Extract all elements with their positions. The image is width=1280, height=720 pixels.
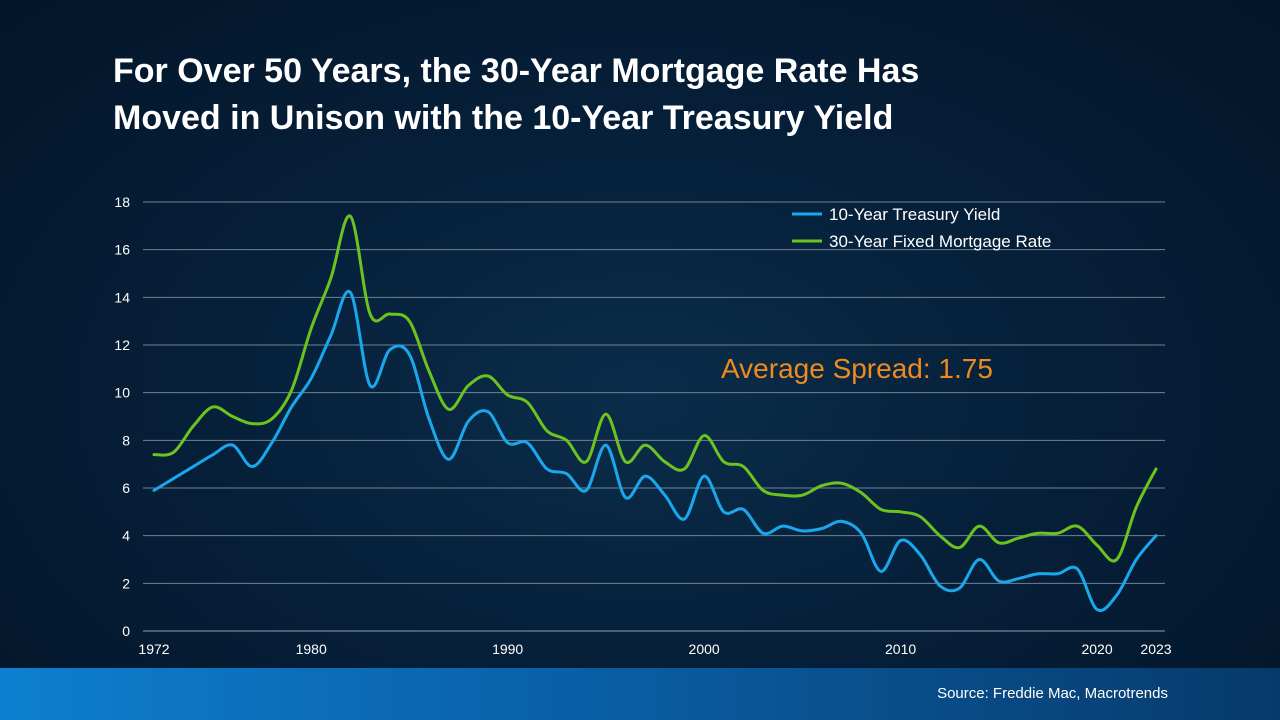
x-tick-label: 1990: [492, 641, 523, 657]
x-tick-label: 2023: [1140, 641, 1171, 657]
treasury-yield-line: [152, 289, 1158, 613]
x-tick-label: 2020: [1081, 641, 1112, 657]
source-note: Source: Freddie Mac, Macrotrends: [937, 685, 1168, 702]
y-tick-label: 18: [114, 194, 130, 210]
x-tick-label: 2010: [885, 641, 916, 657]
y-tick-label: 2: [122, 575, 130, 591]
x-axis-tick-labels: 1972 1980 1990 2000 2010 2020 2023: [138, 641, 1171, 657]
y-tick-label: 8: [122, 432, 130, 448]
y-tick-label: 16: [114, 242, 130, 258]
line-chart: 0 2 4 6 8 10 12 14 16 18 1972 1980 1990 2000 2010 2020…: [114, 194, 1171, 657]
y-tick-label: 4: [122, 528, 130, 544]
chart-title: For Over 50 Years, the 30-Year Mortgage …: [113, 48, 1113, 142]
average-spread-annotation: Average Spread: 1.75: [721, 353, 993, 384]
y-tick-label: 6: [122, 480, 130, 496]
y-tick-label: 0: [122, 623, 130, 639]
y-tick-label: 14: [114, 289, 130, 305]
x-tick-label: 2000: [689, 641, 720, 657]
footer-bar: Source: Freddie Mac, Macrotrends: [0, 668, 1280, 720]
y-axis-tick-labels: 0 2 4 6 8 10 12 14 16 18: [114, 194, 130, 639]
x-tick-label: 1980: [296, 641, 327, 657]
title-line-1: For Over 50 Years, the 30-Year Mortgage …: [113, 52, 920, 90]
legend-label-mortgage: 30-Year Fixed Mortgage Rate: [829, 232, 1051, 251]
mortgage-rate-line: [152, 214, 1158, 563]
y-tick-label: 10: [114, 385, 130, 401]
y-tick-label: 12: [114, 337, 130, 353]
series-lines: [152, 214, 1158, 613]
legend-label-treasury: 10-Year Treasury Yield: [829, 205, 1000, 224]
x-tick-label: 1972: [138, 641, 169, 657]
title-line-2: Moved in Unison with the 10-Year Treasur…: [113, 99, 894, 137]
legend: 10-Year Treasury Yield 30-Year Fixed Mor…: [792, 205, 1051, 251]
grid-lines: [143, 201, 1165, 632]
